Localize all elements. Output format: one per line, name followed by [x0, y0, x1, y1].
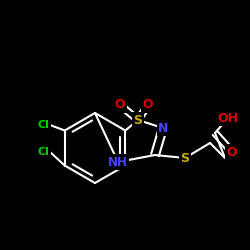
Text: S: S [134, 114, 142, 126]
Text: O: O [143, 98, 153, 112]
Text: O: O [115, 98, 125, 112]
Text: S: S [180, 152, 190, 164]
Text: OH: OH [218, 112, 238, 124]
Text: O: O [227, 146, 237, 158]
Text: Cl: Cl [38, 147, 50, 157]
Text: Cl: Cl [38, 120, 50, 130]
Text: N: N [158, 122, 168, 134]
Text: NH: NH [108, 156, 128, 168]
